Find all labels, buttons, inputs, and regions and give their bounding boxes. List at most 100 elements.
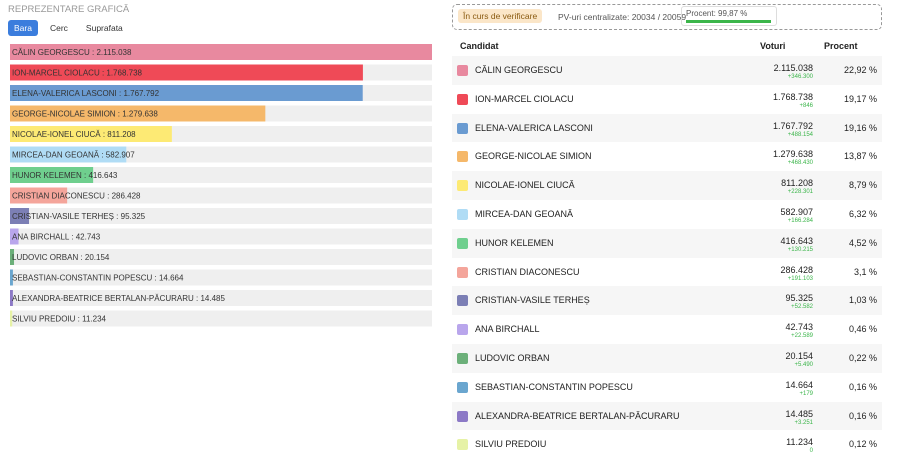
- table-row: ION-MARCEL CIOLACU 1.768.738 +846 19,17 %: [452, 84, 882, 114]
- bar-track: [10, 249, 432, 265]
- votes-delta: +166.284: [787, 217, 813, 224]
- votes-delta: +191.103: [787, 275, 813, 282]
- panel-title: REPREZENTARE GRAFICĂ: [8, 4, 130, 15]
- percent: 19,16 %: [843, 122, 877, 133]
- header-cell: Voturi: [760, 41, 786, 51]
- color-swatch: [457, 324, 468, 336]
- bar-label: ALEXANDRA-BEATRICE BERTALAN-PĂCURARU : 1…: [12, 294, 226, 303]
- percent: 1,03 %: [848, 295, 877, 306]
- bar: [10, 208, 30, 224]
- votes-delta: +228.301: [787, 189, 813, 196]
- percent: 4,52 %: [848, 237, 877, 248]
- table-row: HUNOR KELEMEN 416.643 +130.215 4,52 %: [452, 228, 882, 258]
- votes-delta: +3.251: [794, 419, 813, 426]
- votes: 11.234: [786, 437, 813, 448]
- bar-label: ANA BIRCHALL : 42.743: [12, 233, 101, 242]
- bar-track: [10, 208, 432, 224]
- bar: [10, 85, 363, 101]
- header-cell: Procent: [824, 41, 858, 51]
- candidate-name: HUNOR KELEMEN: [475, 237, 554, 248]
- votes: 14.664: [785, 379, 813, 390]
- votes: 42.743: [785, 322, 813, 333]
- candidate-name: CĂLIN GEORGESCU: [475, 65, 563, 75]
- header-cell: Candidat: [460, 41, 499, 51]
- table-row: ELENA-VALERICA LASCONI 1.767.792 +488.154 1…: [452, 113, 882, 143]
- candidate-name: ELENA-VALERICA LASCONI: [475, 122, 593, 133]
- votes: 416.643: [780, 235, 813, 246]
- color-swatch: [457, 266, 468, 278]
- votes-delta: +179: [799, 390, 813, 397]
- candidate-name: ION-MARCEL CIOLACU: [475, 93, 574, 104]
- chart-type-button[interactable]: Cerc: [49, 23, 68, 33]
- votes-delta: +346.300: [787, 74, 813, 80]
- candidate-name: SEBASTIAN-CONSTANTIN POPESCU: [475, 381, 633, 392]
- color-swatch: [457, 122, 468, 134]
- candidate-name: SILVIU PREDOIU: [475, 439, 547, 450]
- percent: 3,1 %: [853, 266, 877, 277]
- color-swatch: [457, 295, 468, 307]
- chart-type-button[interactable]: Suprafata: [85, 23, 123, 33]
- bar-track: [10, 310, 432, 327]
- table-row: CRISTIAN DIACONESCU 286.428 +191.103 3,1 %: [452, 257, 882, 287]
- color-swatch: [457, 237, 468, 249]
- percent: 22,92 %: [843, 65, 877, 75]
- votes: 1.279.638: [772, 149, 813, 160]
- votes-delta: +468.430: [787, 160, 813, 167]
- votes: 2.115.038: [773, 63, 813, 73]
- bar: [10, 228, 19, 245]
- bar: [10, 269, 13, 286]
- bar-chart: CĂLIN GEORGESCU : 2.115.038 ION-MARCEL CI…: [10, 44, 432, 327]
- bar-track: [10, 187, 432, 204]
- table-row: MIRCEA-DAN GEOANĂ 582.907 +166.284 6,32 %: [452, 199, 882, 229]
- bar-label: CĂLIN GEORGESCU : 2.115.038: [12, 48, 132, 57]
- candidate-name: CRISTIAN DIACONESCU: [475, 266, 580, 277]
- votes-delta: +22.589: [791, 333, 813, 340]
- candidate-name: ANA BIRCHALL: [475, 324, 540, 335]
- votes-delta: 0: [809, 448, 813, 455]
- table-row: ALEXANDRA-BEATRICE BERTALAN-PĂCURARU 14.4…: [452, 401, 882, 431]
- progress-box: [681, 6, 777, 26]
- votes: 14.485: [785, 408, 813, 419]
- bar: [10, 290, 13, 306]
- bar: [10, 146, 127, 163]
- bar-label: NICOLAE-IONEL CIUCĂ : 811.208: [12, 130, 136, 139]
- votes: 1.767.792: [772, 120, 813, 131]
- table-row: GEORGE-NICOLAE SIMION 1.279.638 +468.430 13…: [452, 142, 882, 172]
- bar: [10, 64, 363, 81]
- table-row: LUDOVIC ORBAN 20.154 +5.490 0,22 %: [452, 343, 882, 373]
- votes-delta: +52.582: [791, 304, 813, 311]
- progress-track: [686, 20, 771, 23]
- bar: [10, 167, 94, 183]
- bar: [10, 187, 68, 204]
- percent: 19,17 %: [843, 93, 877, 104]
- bar-label: ELENA-VALERICA LASCONI : 1.767.792: [12, 89, 160, 98]
- percent: 0,22 %: [848, 352, 877, 363]
- color-swatch: [457, 65, 468, 76]
- bar: [10, 249, 15, 265]
- bar-label: GEORGE-NICOLAE SIMION : 1.279.638: [12, 110, 158, 119]
- bar: [10, 105, 266, 122]
- votes: 20.154: [785, 350, 813, 361]
- percent: 0,16 %: [848, 381, 877, 392]
- percent: 6,32 %: [848, 208, 877, 219]
- table-row: NICOLAE-IONEL CIUCĂ 811.208 +228.301 8,79 %: [452, 171, 882, 200]
- votes: 811.208: [781, 178, 813, 189]
- bar-track: [10, 269, 432, 286]
- bar-label: HUNOR KELEMEN : 416.643: [12, 171, 118, 180]
- bar: [10, 310, 13, 327]
- bar-track: [10, 290, 432, 306]
- color-swatch: [457, 180, 468, 192]
- table-row: SILVIU PREDOIU 11.234 0 0,12 %: [452, 430, 882, 458]
- bar-label: SEBASTIAN-CONSTANTIN POPESCU : 14.664: [12, 274, 184, 283]
- votes: 286.428: [780, 264, 813, 275]
- votes-delta: +488.154: [787, 131, 813, 138]
- color-swatch: [457, 410, 468, 422]
- bar: [10, 126, 172, 142]
- table-row: SEBASTIAN-CONSTANTIN POPESCU 14.664 +179 0,…: [452, 372, 882, 402]
- bar-label: MIRCEA-DAN GEOANĂ : 582.907: [12, 151, 135, 160]
- table-row: ANA BIRCHALL 42.743 +22.589 0,46 %: [452, 315, 882, 344]
- candidate-name: NICOLAE-IONEL CIUCĂ: [475, 180, 575, 191]
- color-swatch: [457, 381, 468, 393]
- chart-type-button[interactable]: Bara: [8, 20, 38, 36]
